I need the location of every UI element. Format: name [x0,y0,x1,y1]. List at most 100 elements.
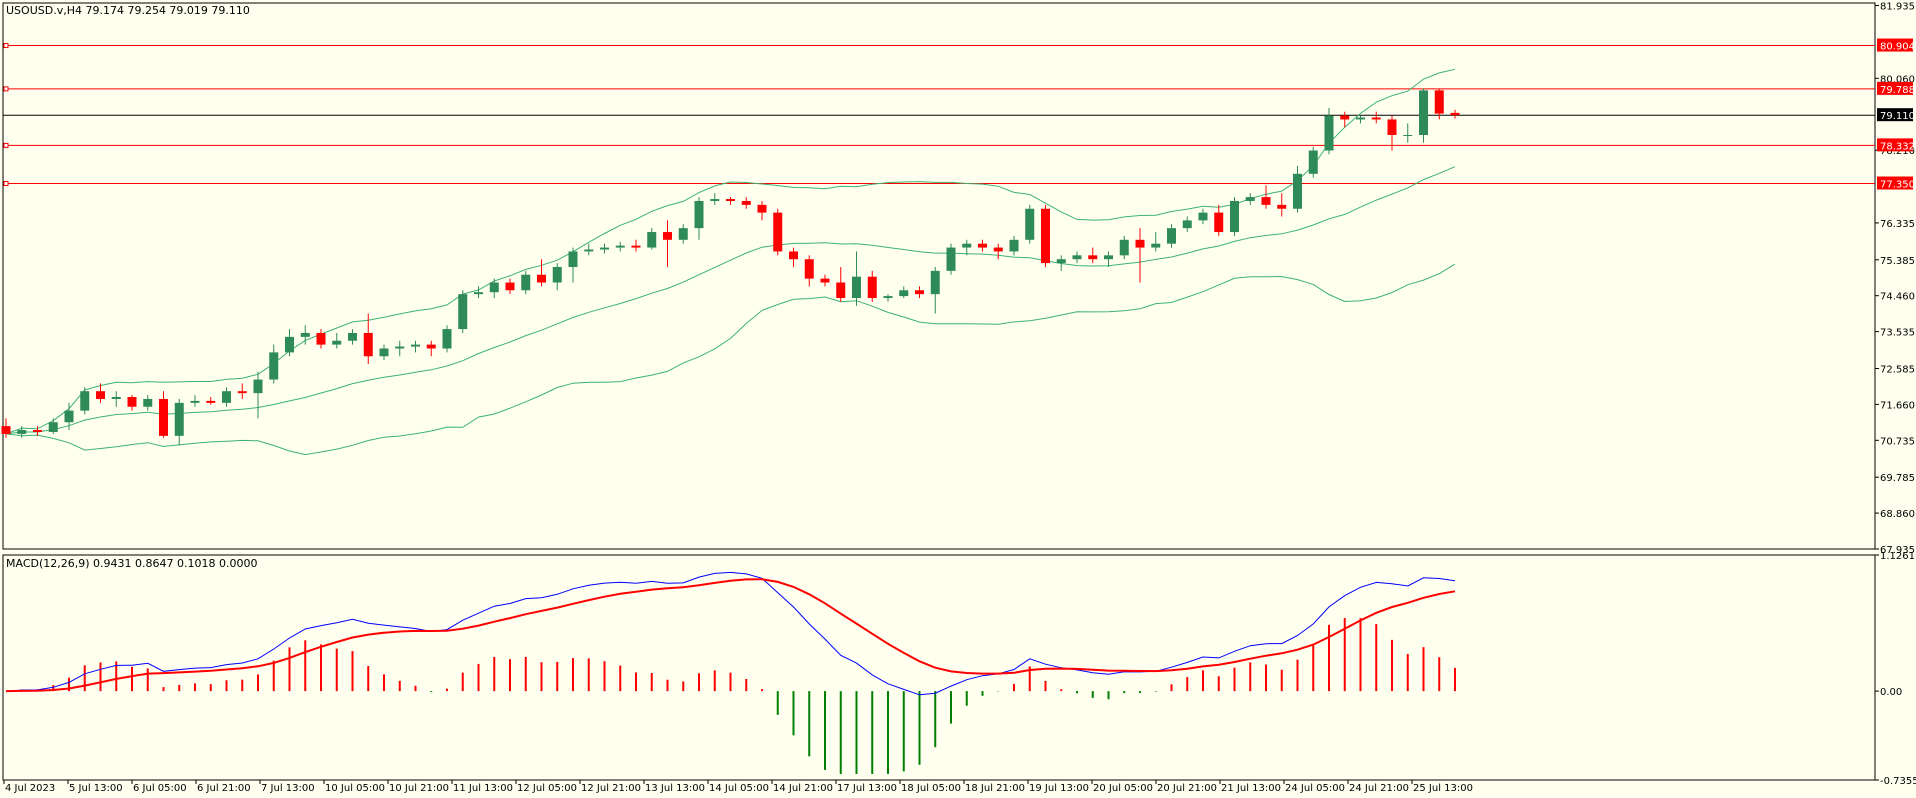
level-tag-bg-2 [1877,138,1913,152]
candle-body-12 [190,400,200,403]
candle-body-15 [237,391,247,394]
candle-60 [946,243,956,275]
candle-41 [647,228,657,250]
candle-69 [1088,247,1098,264]
price-axis: 81.935 80.060 78.210 76.335 75.385 74.460 73.5… [1875,2,1915,556]
candle-body-57 [899,290,909,297]
candle-body-33 [521,274,531,291]
candle-body-88 [1387,119,1397,135]
candle-36 [568,247,578,283]
macd-tick-label-0: 1.1261 [1880,551,1915,562]
candle-body-7 [111,397,121,399]
candle-body-72 [1135,239,1145,248]
price-tick-label-6: 73.535 [1880,328,1915,339]
candle-body-39 [615,245,625,248]
candle-body-51 [804,259,814,279]
candle-body-42 [663,232,672,240]
candle-body-65 [1025,208,1035,240]
candle-5 [80,387,90,415]
bollinger-lower-band [5,263,1456,456]
candle-32 [505,278,515,295]
candle-63 [993,243,1003,260]
candle-body-44 [694,200,704,229]
candle-body-50 [789,251,798,260]
candle-body-85 [1340,115,1350,120]
candlesticks [1,88,1460,446]
candle-38 [600,243,609,254]
level-tag-label-3: 77.350 [1880,180,1915,191]
time-tick-label-8: 12 Jul 05:00 [517,783,577,794]
candle-49 [773,208,783,256]
candle-64 [1009,235,1019,256]
time-tick-label-16: 19 Jul 13:00 [1029,783,1089,794]
candle-body-79 [1245,197,1255,201]
candle-body-20 [316,332,326,345]
level-tag-label-2: 78.332 [1880,141,1915,152]
candle-68 [1072,251,1082,264]
candle-33 [521,270,531,295]
candle-body-68 [1072,255,1082,260]
level-tag-label-1: 79.788 [1880,85,1915,96]
macd-panel-frame [2,554,1876,781]
macd-tick-label-2: -0.7355 [1880,776,1916,787]
candle-29 [458,290,468,333]
time-tick-label-15: 18 Jul 21:00 [965,783,1025,794]
candle-body-62 [978,243,987,248]
level-anchor-3 [3,181,9,187]
time-tick-label-3: 6 Jul 21:00 [197,783,251,794]
candle-body-36 [568,251,578,267]
candle-88 [1387,115,1397,151]
candle-body-77 [1214,212,1224,233]
candle-body-28 [442,329,452,349]
candle-80 [1261,185,1271,209]
candle-15 [237,383,247,399]
candle-44 [694,197,704,240]
candle-72 [1135,228,1145,283]
level-tag-bg-1 [1877,81,1913,95]
time-tick-label-22: 25 Jul 13:00 [1413,783,1473,794]
current-price-tag-bg [1877,108,1913,122]
candle-body-5 [80,391,90,411]
price-tick-label-7: 72.585 [1880,364,1915,375]
candle-body-37 [584,249,594,252]
candle-87 [1371,111,1381,124]
candle-body-9 [143,398,153,407]
candle-body-35 [552,266,562,283]
price-tick-label-11: 68.860 [1880,509,1915,520]
candle-45 [710,193,720,205]
candle-8 [127,395,137,411]
candle-20 [316,329,326,349]
candle-body-76 [1198,212,1208,221]
candle-4 [64,402,74,431]
candle-75 [1182,216,1192,233]
price-tick-label-4: 75.385 [1880,256,1915,267]
candle-62 [978,239,987,252]
time-tick-label-10: 13 Jul 13:00 [645,783,705,794]
candle-body-0 [1,426,11,434]
macd-lines [5,571,1456,696]
candle-body-90 [1419,90,1428,135]
candle-body-74 [1167,228,1176,244]
candle-body-55 [867,276,877,299]
candle-body-1 [17,430,27,434]
macd-title: MACD(12,26,9) 0.9431 0.8647 0.1018 0.000… [6,557,258,570]
candle-body-25 [395,346,405,349]
candle-body-70 [1104,255,1113,260]
candle-body-86 [1356,117,1365,120]
candle-body-3 [48,422,58,432]
candle-40 [631,239,641,252]
candle-body-58 [915,290,924,295]
symbol-title: USOUSD.v,H4 79.174 79.254 79.019 79.110 [6,4,250,17]
candle-31 [489,278,499,299]
candle-body-80 [1261,197,1271,205]
time-tick-label-7: 11 Jul 13:00 [453,783,513,794]
candle-body-41 [647,232,657,248]
price-tick-label-10: 69.785 [1880,473,1915,484]
candle-11 [174,398,184,446]
candle-body-78 [1230,200,1239,233]
price-tick-label-3: 76.335 [1880,219,1915,230]
bollinger-middle-band [5,166,1456,435]
candle-body-92 [1450,112,1460,116]
candle-37 [584,243,594,256]
